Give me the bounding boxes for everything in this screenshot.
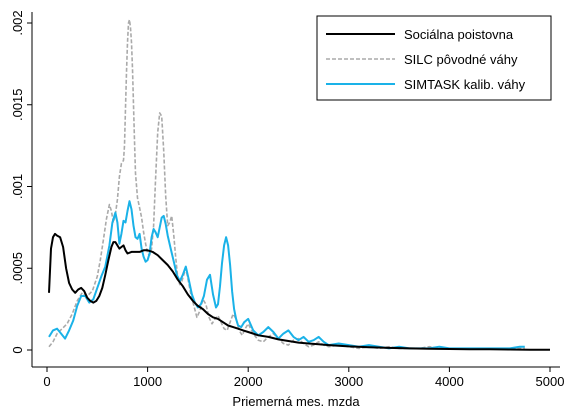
legend-label-0: Sociálna poistovna — [404, 27, 514, 42]
y-tick-label: .0005 — [10, 252, 25, 285]
x-axis-title: Priemerná mes. mzda — [232, 394, 360, 409]
y-tick-label: .002 — [10, 10, 25, 35]
y-tick-label: .001 — [10, 174, 25, 199]
legend: Sociálna poistovna SILC pôvodné váhy SIMTA… — [316, 15, 552, 101]
plot-lines — [48, 18, 551, 351]
legend-label-1: SILC pôvodné váhy — [404, 52, 518, 67]
axes: 0 .0005 .001 .0015 .002 0 1000 2000 3000 4000 500… — [10, 10, 564, 409]
x-tick-label: 5000 — [536, 374, 565, 389]
x-ticks: 0 1000 2000 3000 4000 5000 — [43, 367, 564, 389]
x-tick-label: 0 — [43, 374, 50, 389]
y-tick-label: .0015 — [10, 88, 25, 121]
series-line-0 — [48, 232, 551, 351]
x-tick-label: 2000 — [234, 374, 263, 389]
legend-label-2: SIMTASK kalib. váhy — [404, 77, 526, 92]
x-tick-label: 4000 — [435, 374, 464, 389]
x-tick-label: 1000 — [133, 374, 162, 389]
series-line-2 — [48, 200, 525, 350]
x-tick-label: 3000 — [334, 374, 363, 389]
y-ticks: 0 .0005 .001 .0015 .002 — [10, 10, 32, 354]
y-tick-label: 0 — [10, 346, 25, 353]
legend-box — [316, 15, 552, 101]
